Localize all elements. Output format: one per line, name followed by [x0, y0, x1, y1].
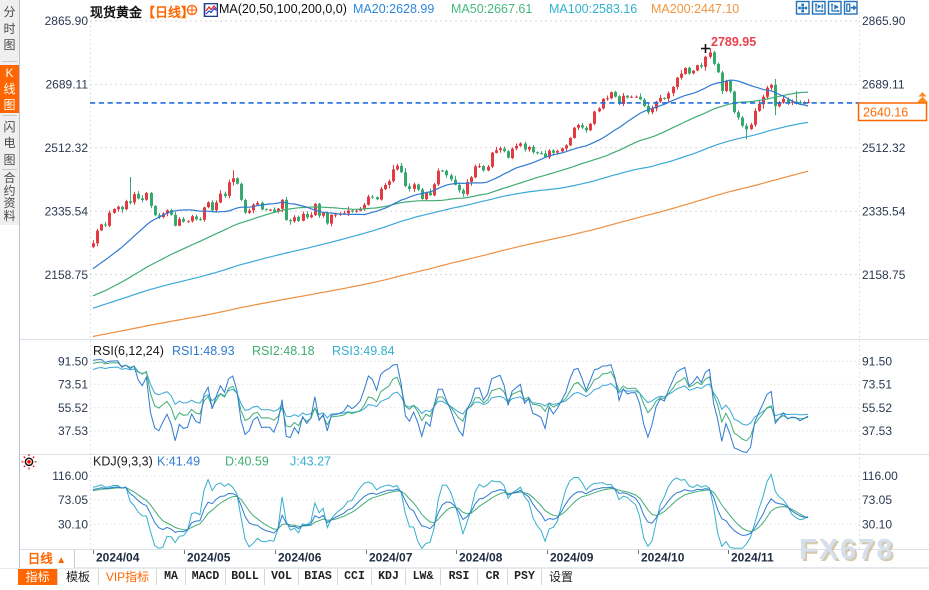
svg-text:2335.54: 2335.54 [45, 204, 89, 218]
svg-text:J:43.27: J:43.27 [290, 455, 331, 469]
svg-text:73.51: 73.51 [862, 377, 892, 391]
svg-text:2024/07: 2024/07 [369, 551, 413, 565]
svg-text:RSI3:49.84: RSI3:49.84 [332, 344, 395, 358]
svg-text:30.10: 30.10 [862, 518, 892, 532]
svg-text:2640.16: 2640.16 [863, 106, 908, 120]
svg-text:55.52: 55.52 [862, 401, 892, 415]
svg-text:55.52: 55.52 [58, 401, 88, 415]
svg-text:D:40.59: D:40.59 [225, 455, 269, 469]
svg-text:116.00: 116.00 [862, 469, 898, 483]
svg-text:2024/10: 2024/10 [641, 551, 685, 565]
svg-text:FX678: FX678 [799, 534, 894, 566]
svg-text:RSI2:48.18: RSI2:48.18 [252, 344, 315, 358]
svg-text:2024/05: 2024/05 [187, 551, 231, 565]
svg-text:30.10: 30.10 [58, 518, 88, 532]
svg-text:2024/11: 2024/11 [731, 551, 774, 565]
svg-text:37.53: 37.53 [862, 424, 892, 438]
svg-text:73.05: 73.05 [58, 493, 88, 507]
svg-text:37.53: 37.53 [58, 424, 88, 438]
svg-text:91.50: 91.50 [58, 354, 88, 368]
svg-text:116.00: 116.00 [52, 469, 88, 483]
svg-text:2865.90: 2865.90 [862, 14, 906, 28]
svg-text:2158.75: 2158.75 [862, 268, 906, 282]
svg-text:2789.95: 2789.95 [711, 35, 756, 49]
svg-text:2689.11: 2689.11 [46, 78, 89, 92]
svg-text:2512.32: 2512.32 [45, 141, 89, 155]
svg-text:K:41.49: K:41.49 [157, 455, 200, 469]
svg-text:2024/08: 2024/08 [459, 551, 503, 565]
svg-text:91.50: 91.50 [862, 354, 892, 368]
svg-text:KDJ(9,3,3): KDJ(9,3,3) [93, 455, 153, 469]
svg-text:2158.75: 2158.75 [45, 268, 89, 282]
svg-text:73.05: 73.05 [862, 493, 892, 507]
svg-text:2024/06: 2024/06 [278, 551, 322, 565]
svg-text:2335.54: 2335.54 [862, 204, 906, 218]
svg-text:RSI(6,12,24): RSI(6,12,24) [93, 344, 164, 358]
svg-text:2024/09: 2024/09 [550, 551, 594, 565]
svg-text:RSI1:48.93: RSI1:48.93 [172, 344, 235, 358]
svg-text:2689.11: 2689.11 [862, 78, 905, 92]
svg-text:2865.90: 2865.90 [45, 14, 89, 28]
svg-text:2512.32: 2512.32 [862, 141, 906, 155]
svg-text:2024/04: 2024/04 [96, 551, 140, 565]
svg-text:73.51: 73.51 [58, 377, 88, 391]
